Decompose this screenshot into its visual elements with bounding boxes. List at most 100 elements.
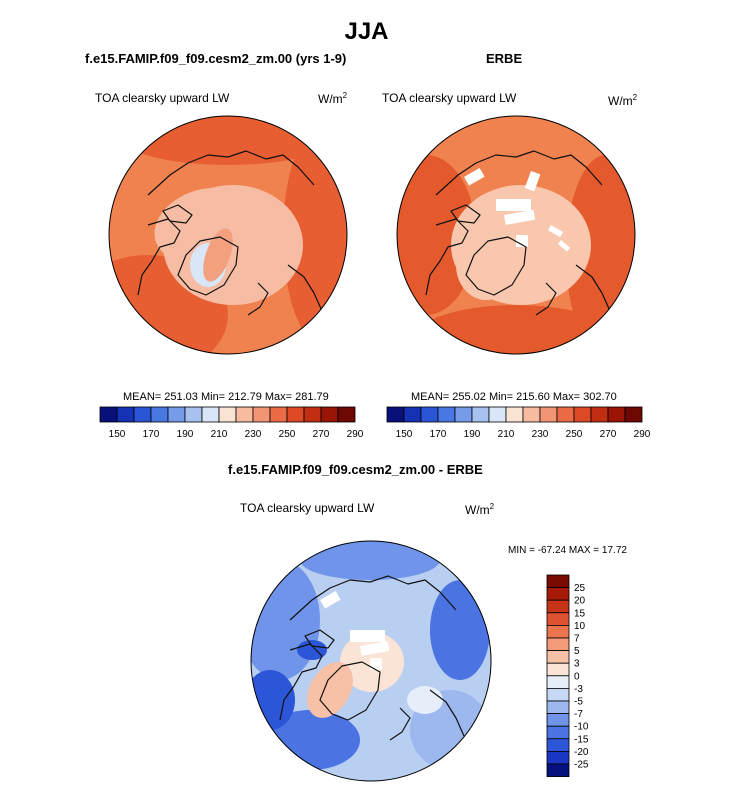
diff-colorbar-tick-label: 0 [574, 671, 580, 682]
diff-colorbar-tick-label: -7 [574, 709, 583, 720]
diff-colorbar-tick-label: -15 [574, 734, 589, 745]
diff-panel-title: f.e15.FAMIP.f09_f09.cesm2_zm.00 - ERBE [228, 462, 483, 477]
obs-colorbar-cell [607, 406, 626, 423]
diff-colorbar-cell [546, 763, 570, 778]
obs-map-field [397, 116, 635, 354]
obs-missing-data [548, 225, 564, 238]
model-coastline [147, 150, 315, 196]
model-field-region [118, 116, 338, 165]
diff-colorbar-cell [546, 700, 570, 715]
model-colorbar-cell [201, 406, 220, 423]
diff-colorbar-tick-label: 25 [574, 583, 586, 594]
diff-field-region [251, 560, 320, 680]
diff-field-region [297, 640, 327, 660]
model-colorbar-cell [303, 406, 322, 423]
model-colorbar-cell [167, 406, 186, 423]
diff-colorbar-cell [546, 625, 570, 639]
model-colorbar-cell [99, 406, 118, 423]
obs-field-region [406, 305, 626, 354]
diff-colorbar-cell [546, 637, 570, 652]
obs-coastline [435, 150, 603, 196]
diff-field-region [407, 686, 443, 714]
diff-colorbar-tick-label: 10 [574, 621, 586, 632]
obs-colorbar-cell [420, 406, 439, 423]
diff-unit-label: W/m2 [465, 502, 495, 518]
diff-colorbar-cell [546, 612, 570, 626]
obs-colorbar-cell [471, 406, 490, 423]
diff-colorbar-cell [546, 750, 570, 765]
obs-colorbar-tick-label: 270 [600, 429, 617, 440]
model-stats: MEAN= 251.03 Min= 212.79 Max= 281.79 [123, 391, 329, 403]
diff-colorbar-cell [546, 738, 570, 752]
model-colorbar-cell [337, 406, 356, 423]
model-coastline [177, 236, 239, 296]
model-colorbar-cell [218, 406, 237, 423]
diff-colorbar-cell [546, 688, 570, 702]
diff-missing-data [350, 630, 385, 642]
obs-map-border [396, 115, 636, 355]
obs-field-region [456, 230, 516, 300]
model-variable-label: TOA clearsky upward LW [95, 91, 230, 105]
diff-missing-data [320, 591, 341, 609]
diff-colorbar-cell [546, 650, 570, 664]
obs-coastline [535, 282, 557, 316]
model-unit-label: W/m2 [318, 91, 348, 107]
obs-colorbar-cell [522, 406, 541, 423]
obs-colorbar-tick-label: 290 [634, 429, 651, 440]
obs-colorbar-cell [624, 406, 643, 423]
diff-colorbar-tick-label: -10 [574, 722, 589, 733]
model-colorbar-cell [150, 406, 169, 423]
obs-colorbar-cell [590, 406, 609, 423]
diff-variable-label: TOA clearsky upward LW [240, 501, 375, 515]
obs-colorbar-cell [539, 406, 558, 423]
obs-missing-data [463, 168, 485, 186]
model-colorbar-cell [320, 406, 339, 423]
obs-colorbar-tick-label: 250 [566, 429, 583, 440]
obs-colorbar-cell [454, 406, 473, 423]
obs-unit-label: W/m2 [608, 93, 638, 109]
obs-panel-title: ERBE [486, 51, 523, 66]
model-colorbar-tick-label: 210 [211, 429, 228, 440]
obs-colorbar-cell [505, 406, 524, 423]
obs-missing-data [516, 235, 528, 247]
model-coastline [287, 264, 323, 312]
model-colorbar-tick-label: 170 [143, 429, 160, 440]
diff-colorbar-tick-label: 5 [574, 646, 580, 657]
obs-coastline [575, 264, 611, 312]
obs-colorbar-tick-label: 150 [396, 429, 413, 440]
diff-coastline [289, 575, 457, 621]
diff-field-region [307, 662, 353, 718]
diff-colorbar-tick-label: -20 [574, 747, 589, 758]
model-panel-title: f.e15.FAMIP.f09_f09.cesm2_zm.00 (yrs 1-9… [85, 51, 347, 66]
diff-colorbar-cell [546, 675, 570, 689]
diff-coastline [319, 661, 381, 721]
obs-missing-data [504, 209, 536, 225]
model-coastline [162, 204, 193, 224]
model-colorbar-cell [116, 406, 135, 423]
diff-colorbar-cell [546, 725, 570, 740]
diff-colorbar-tick-label: -25 [574, 760, 589, 771]
model-colorbar-tick-label: 250 [279, 429, 296, 440]
diff-colorbar-tick-label: -5 [574, 697, 583, 708]
obs-polar-map [396, 115, 636, 355]
diff-colorbar-cell [546, 574, 570, 589]
model-colorbar-tick-label: 190 [177, 429, 194, 440]
model-colorbar-tick-label: 150 [109, 429, 126, 440]
obs-colorbar-cell [488, 406, 507, 423]
model-colorbar: 150 170 190 210 230 250 270 290 [99, 406, 364, 440]
page-title: JJA [344, 18, 389, 45]
diff-colorbar-tick-label: 3 [574, 659, 580, 670]
model-coastline [247, 282, 269, 316]
obs-colorbar-cell [403, 406, 422, 423]
obs-colorbar-tick-label: 190 [464, 429, 481, 440]
obs-stats: MEAN= 255.02 Min= 215.60 Max= 302.70 [411, 391, 617, 403]
diff-colorbar-tick-label: 15 [574, 608, 586, 619]
model-colorbar-tick-label: 270 [313, 429, 330, 440]
model-field-region [203, 228, 233, 282]
obs-colorbar-cell [437, 406, 456, 423]
model-colorbar-cell [133, 406, 152, 423]
obs-colorbar-tick-label: 230 [532, 429, 549, 440]
model-colorbar-cell [286, 406, 305, 423]
model-map-field [109, 116, 347, 354]
